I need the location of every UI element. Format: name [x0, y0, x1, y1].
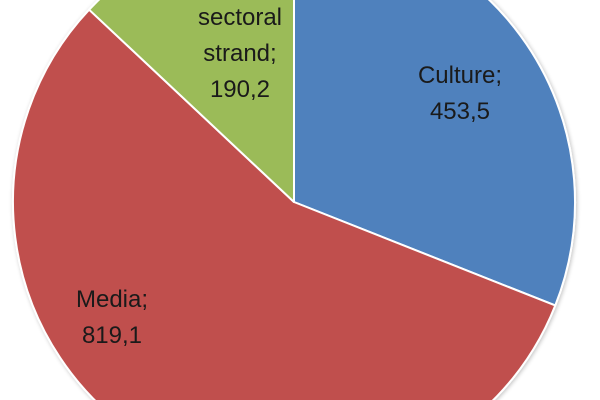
label-category: strand;	[203, 40, 277, 67]
label-category: Media;	[75, 286, 149, 313]
label-category: Culture;	[417, 62, 503, 89]
data-label-cross-sectoral-strand: sectoral strand; 190,2	[198, 0, 282, 108]
data-label-culture: Culture; 453,5	[418, 58, 502, 130]
label-value: 819,1	[81, 322, 143, 349]
label-value: 190,2	[209, 76, 271, 103]
pie-slice-media	[12, 8, 557, 400]
label-category: sectoral	[197, 4, 283, 31]
pie-slice-cross-sectoral-strand	[88, 0, 295, 203]
label-value: 453,5	[429, 98, 491, 125]
data-label-media: Media; 819,1	[76, 282, 148, 354]
